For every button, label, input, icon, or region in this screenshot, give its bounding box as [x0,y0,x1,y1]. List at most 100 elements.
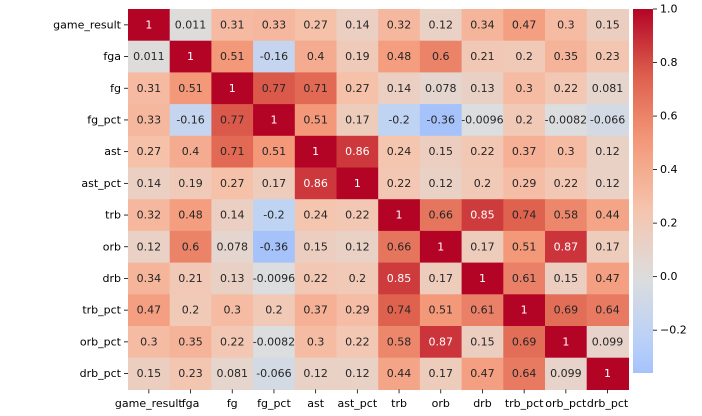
cell-value-label: 0.31 [220,18,245,31]
heatmap-cell [586,294,629,327]
cell-value-label: 0.31 [137,82,162,95]
heatmap-cell [128,72,171,105]
cell-value-label: 0.17 [262,177,287,190]
heatmap-cell [336,40,379,73]
colorbar-ticks: 1.0 0.8 0.6 0.4 0.2 0.0 −0.2 [653,3,687,337]
heatmap-cell [419,104,463,137]
heatmap-cell [545,262,588,295]
heatmap-cell [419,294,463,327]
cell-value-label: 0.12 [429,177,454,190]
cell-value-label: -0.066 [590,113,625,126]
heatmap-cell [545,199,588,232]
heatmap-cell [211,135,254,169]
heatmap-cell [336,357,379,390]
y-tick-label: fg_pct [87,113,121,126]
cell-value-label: 0.2 [265,304,283,317]
cell-value-label: 0.33 [262,18,287,31]
cell-value-label: 1 [187,50,194,63]
y-tick-label: orb [103,240,121,253]
heatmap-cell [211,357,254,390]
cell-value-label: 0.71 [220,145,245,158]
cell-value-label: 0.14 [220,209,245,222]
heatmap-cell [253,230,296,264]
cell-value-label: 1 [354,177,361,190]
heatmap-cell [419,326,463,359]
heatmap-cell [586,357,629,390]
heatmap-cell [253,326,296,359]
heatmap-cell [419,357,463,390]
cell-value-label: 0.078 [425,82,457,95]
cell-value-label: 0.17 [429,367,454,380]
cell-value-label: -0.0082 [545,113,587,126]
cell-value-label: 0.19 [345,50,370,63]
cell-value-label: 0.099 [550,367,582,380]
heatmap-cell [503,262,546,295]
cell-value-label: 0.34 [470,18,495,31]
cell-value-label: 0.69 [554,304,579,317]
cell-value-label: 0.15 [303,240,328,253]
cell-value-label: 0.15 [595,18,620,31]
cell-value-label: 0.47 [595,272,620,285]
heatmap-cell [294,167,338,200]
cell-value-label: -0.066 [256,367,291,380]
cell-value-label: 0.77 [220,113,245,126]
cell-value-label: 0.64 [595,304,620,317]
heatmap-cell [128,135,171,169]
heatmap-cell [461,9,504,42]
cell-value-label: 1 [479,272,486,285]
x-tick-label: trb_pct [505,397,544,410]
heatmap-cell [336,9,379,42]
y-tick-label: ast [104,145,121,158]
heatmap-cell [336,294,379,327]
cell-value-label: 0.35 [178,335,203,348]
y-tick-label: orb_pct [80,335,122,348]
colorbar-tick-label: −0.2 [660,324,687,337]
cell-value-label: 0.4 [182,145,200,158]
cell-value-label: 0.12 [595,177,620,190]
heatmap-cell [545,40,588,73]
heatmap-cell [336,199,379,232]
cell-value-label: 0.27 [303,18,328,31]
heatmap-cell [378,326,421,359]
y-tick-label: drb [103,272,122,285]
cell-value-label: 0.27 [345,82,370,95]
heatmap-cell [294,262,338,295]
y-tick-label: drb_pct [80,367,122,380]
cell-value-label: 0.2 [349,272,367,285]
cell-value-label: 0.66 [429,209,454,222]
cell-value-label: 0.14 [137,177,162,190]
heatmap-cell [169,135,212,169]
cell-value-label: 0.22 [387,177,412,190]
x-tick-label: ast_pct [338,397,378,410]
cell-value-label: 0.3 [140,335,158,348]
cell-value-label: 0.6 [182,240,200,253]
cell-value-label: 0.44 [595,209,620,222]
heatmap-cell [128,294,171,327]
cell-value-label: 0.099 [592,335,624,348]
x-tick-label: fga [182,397,200,410]
cell-value-label: 1 [229,82,236,95]
heatmap-cell [378,104,421,137]
heatmap-cell [294,199,338,232]
cell-value-label: 0.32 [137,209,162,222]
cell-value-label: 0.15 [429,145,454,158]
cell-value-label: 0.69 [512,335,537,348]
heatmap-cell [128,199,171,232]
cell-value-label: 0.27 [137,145,162,158]
heatmap-cell [253,262,296,295]
cell-value-label: 0.15 [554,272,579,285]
heatmap-cell [503,104,546,137]
heatmap-cell [503,326,546,359]
cell-value-label: 0.22 [345,209,370,222]
cell-value-label: 0.48 [387,50,412,63]
heatmap-cell [294,294,338,327]
colorbar-tick-label: 0.6 [660,110,678,123]
heatmap-cell [169,167,212,200]
y-tick-label: ast_pct [81,177,121,190]
heatmap-cell [336,326,379,359]
cell-value-label: 0.6 [432,50,450,63]
heatmap-cell [128,104,171,137]
cell-value-label: -0.0096 [253,272,295,285]
